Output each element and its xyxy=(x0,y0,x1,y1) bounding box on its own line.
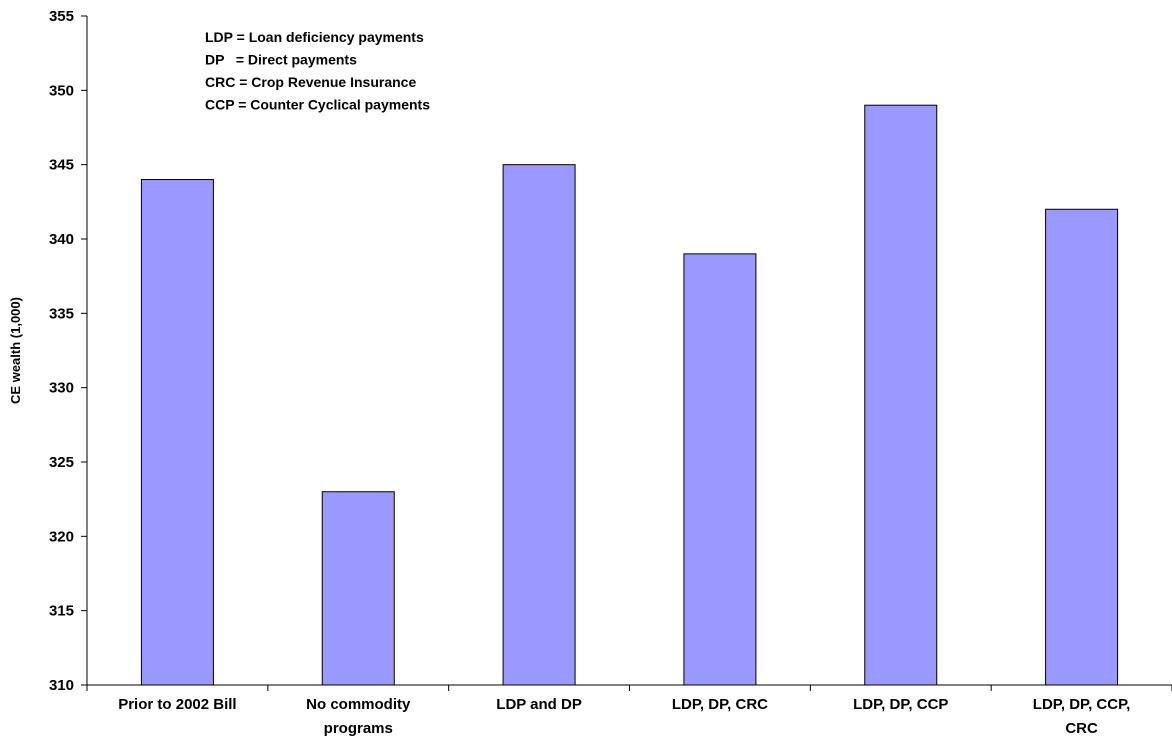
x-category-label: LDP, DP, CRC xyxy=(672,696,768,713)
abbreviation-note: CRC = Crop Revenue Insurance xyxy=(205,74,416,90)
bar xyxy=(683,253,757,686)
abbreviation-note: DP = Direct payments xyxy=(205,52,357,68)
x-category-label: LDP and DP xyxy=(496,696,582,713)
y-axis-ticks: 310 315 320 325 330 335 340 345 350 355 xyxy=(49,8,87,694)
bar xyxy=(321,491,395,686)
x-category-label-line: CRC xyxy=(1065,720,1098,737)
bar xyxy=(140,179,214,686)
x-category-label-line: programs xyxy=(324,720,393,737)
x-category-label: Prior to 2002 Bill xyxy=(118,696,236,713)
y-tick-label: 325 xyxy=(49,454,74,471)
x-category-label: LDP, DP, CCP, CRC xyxy=(1033,696,1131,737)
x-axis-ticks: Prior to 2002 Bill No commodity programs LD… xyxy=(86,685,1172,737)
abbreviation-notes: LDP = Loan deficiency payments DP = Direc… xyxy=(205,29,430,113)
x-category-label: LDP, DP, CCP xyxy=(853,696,948,713)
abbreviation-note: LDP = Loan deficiency payments xyxy=(205,29,424,45)
x-category-label-line: LDP, DP, CCP, xyxy=(1033,696,1131,713)
y-tick-label: 355 xyxy=(49,8,74,25)
y-tick-label: 345 xyxy=(49,157,74,174)
y-tick-label: 350 xyxy=(49,82,74,99)
y-tick-label: 340 xyxy=(49,231,74,248)
x-category-label-line: LDP, DP, CCP xyxy=(853,696,948,713)
abbreviation-note: CCP = Counter Cyclical payments xyxy=(205,97,430,113)
bars xyxy=(140,104,1119,686)
y-tick-label: 315 xyxy=(49,603,74,620)
x-category-label: No commodity programs xyxy=(306,696,411,737)
x-category-label-line: No commodity xyxy=(306,696,411,713)
y-tick-label: 330 xyxy=(49,380,74,397)
y-tick-label: 310 xyxy=(49,677,74,694)
x-category-label-line: LDP, DP, CRC xyxy=(672,696,768,713)
x-category-label-line: LDP and DP xyxy=(496,696,582,713)
y-tick-label: 335 xyxy=(49,305,74,322)
x-category-label-line: Prior to 2002 Bill xyxy=(118,696,236,713)
bar xyxy=(502,164,576,686)
bar xyxy=(1045,208,1119,686)
bar xyxy=(864,104,938,686)
y-tick-label: 320 xyxy=(49,528,74,545)
y-axis-title: CE wealth (1,000) xyxy=(8,297,23,404)
